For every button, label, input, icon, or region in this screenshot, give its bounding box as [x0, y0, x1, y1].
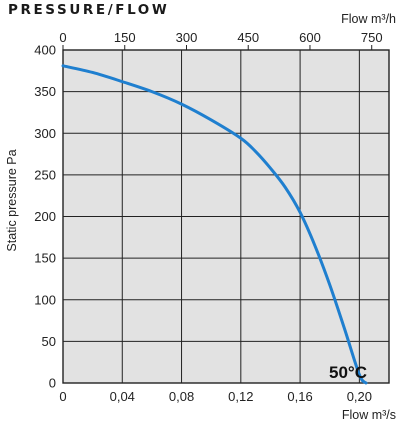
x-axis-top-ticks: 0 150 300 450 600 750: [59, 30, 383, 50]
chart-title: PRESSURE/FLOW: [8, 2, 170, 18]
x-bottom-tick-label: 0,16: [287, 389, 312, 404]
series-line: [61, 64, 368, 385]
plot-frame: [62, 49, 390, 384]
x-bottom-tick-label: 0,12: [228, 389, 253, 404]
x-bottom-tick-label: 0,20: [347, 389, 372, 404]
x-axis-bottom-label: Flow m³/s: [342, 408, 396, 422]
x-top-tick-label: 600: [299, 30, 321, 45]
y-tick-label: 250: [34, 167, 56, 182]
x-bottom-tick-label: 0,04: [110, 389, 135, 404]
y-tick-label: 300: [34, 126, 56, 141]
y-tick-label: 400: [34, 43, 56, 58]
temperature-annotation: 50°C: [329, 363, 367, 382]
x-top-tick-label: 750: [361, 30, 383, 45]
x-bottom-tick-label: 0,08: [169, 389, 194, 404]
y-tick-label: 100: [34, 292, 56, 307]
x-axis-bottom-ticks: 0 0,04 0,08 0,12 0,16 0,20: [59, 389, 372, 404]
y-tick-label: 50: [42, 334, 56, 349]
x-axis-top-label: Flow m³/h: [341, 12, 396, 26]
y-tick-label: 0: [49, 376, 56, 391]
x-bottom-tick-label: 0: [59, 389, 66, 404]
x-top-tick-label: 150: [114, 30, 136, 45]
x-top-tick-label: 300: [176, 30, 198, 45]
y-axis-label: Static pressure Pa: [5, 149, 19, 251]
y-tick-label: 200: [34, 209, 56, 224]
y-axis-ticks: 0 50 100 150 200 250 300 350 400: [34, 43, 56, 391]
x-top-tick-label: 0: [59, 30, 66, 45]
x-top-tick-label: 450: [237, 30, 259, 45]
y-tick-label: 350: [34, 84, 56, 99]
y-tick-label: 150: [34, 251, 56, 266]
